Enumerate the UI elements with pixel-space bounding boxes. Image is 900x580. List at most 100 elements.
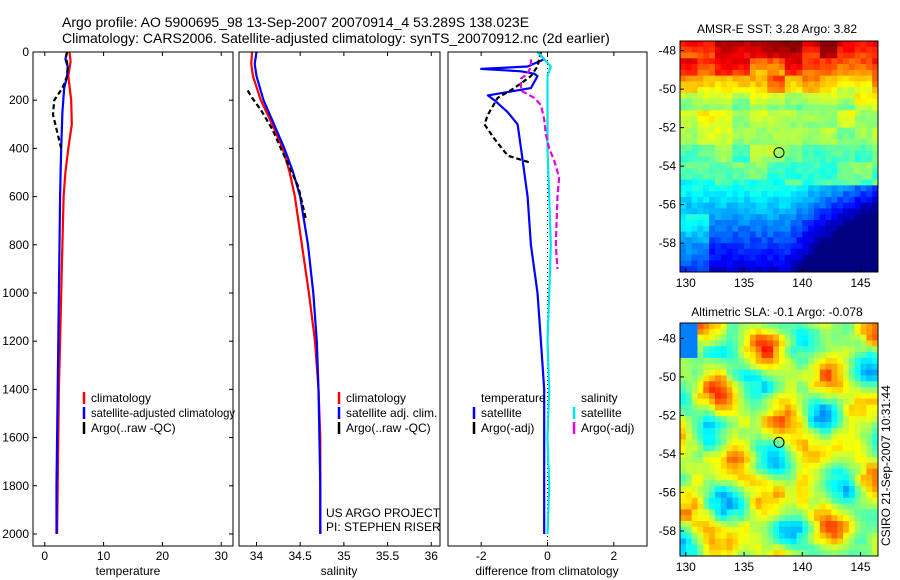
heatmap-cell (796, 550, 803, 556)
heatmap-cell (726, 422, 734, 429)
heatmap-cell (767, 150, 774, 158)
heatmap-cell (744, 462, 751, 470)
heatmap-cell (691, 381, 699, 388)
heatmap-cell (796, 462, 803, 470)
heatmap-cell (738, 328, 745, 336)
heatmap-cell (819, 110, 827, 117)
heatmap-cell (749, 196, 757, 204)
heatmap-cell (813, 121, 821, 129)
heatmap-cell (779, 116, 786, 123)
heatmap-cell (848, 81, 856, 88)
heatmap-cell (755, 486, 763, 493)
heatmap-cell (703, 445, 710, 452)
heatmap-cell (767, 243, 774, 250)
heatmap-cell (848, 52, 856, 59)
heatmap-cell (714, 179, 722, 186)
heatmap-cell (773, 127, 780, 135)
heatmap-cell (738, 162, 745, 169)
heatmap-cell (854, 254, 862, 262)
heatmap-cell (819, 144, 827, 152)
heatmap-cell (703, 248, 710, 256)
heatmap-cell (843, 41, 850, 48)
heatmap-cell (808, 266, 815, 272)
heatmap-cell (790, 69, 798, 77)
heatmap-cell (790, 503, 798, 510)
heatmap-cell (726, 357, 734, 365)
heatmap-cell (697, 515, 704, 522)
heatmap-cell (808, 133, 815, 140)
heatmap-cell (732, 156, 739, 163)
heatmap-cell (848, 433, 856, 441)
heatmap-cell (709, 387, 716, 394)
heatmap-cell (843, 92, 850, 100)
heatmap-cell (790, 87, 798, 94)
heatmap-cell (761, 410, 768, 417)
heatmap-cell (732, 398, 739, 406)
heatmap-cell (685, 363, 693, 371)
heatmap-cell (819, 439, 827, 446)
heatmap-cell (726, 231, 734, 238)
heatmap-cell (796, 433, 803, 441)
heatmap-cell (685, 231, 693, 238)
heatmap-cell (825, 237, 833, 244)
heatmap-cell (819, 445, 827, 452)
heatmap-cell (755, 243, 763, 250)
heatmap-cell (790, 173, 798, 181)
heatmap-cell (732, 185, 739, 192)
heatmap-cell (860, 133, 867, 140)
heatmap-cell (685, 497, 693, 505)
heatmap-cell (732, 87, 739, 94)
heatmap-cell (732, 133, 739, 140)
heatmap-cell (837, 422, 844, 429)
heatmap-cell (680, 208, 687, 215)
heatmap-cell (685, 550, 693, 556)
heatmap-cell (779, 346, 786, 353)
heatmap-cell (866, 404, 873, 411)
heatmap-cell (819, 381, 827, 388)
heatmap-cell (744, 173, 751, 181)
heatmap-cell (802, 208, 809, 215)
heatmap-cell (680, 387, 687, 394)
heatmap-cell (872, 46, 878, 54)
heatmap-cell (761, 58, 768, 65)
heatmap-cell (749, 515, 757, 522)
heatmap-cell (784, 162, 792, 169)
heatmap-cell (714, 139, 722, 146)
heatmap-cell (872, 375, 878, 382)
heatmap-cell (860, 231, 867, 238)
heatmap-cell (808, 254, 815, 262)
heatmap-cell (872, 427, 878, 435)
heatmap-cell (843, 503, 850, 510)
heatmap-cell (784, 127, 792, 135)
heatmap-cell (744, 202, 751, 210)
heatmap-cell (744, 521, 751, 528)
heatmap-cell (854, 334, 862, 342)
heatmap-cell (860, 121, 867, 129)
heatmap-cell (703, 237, 710, 244)
heatmap-cell (709, 433, 716, 441)
heatmap-cell (744, 509, 751, 516)
heatmap-cell (709, 87, 716, 94)
heatmap-cell (749, 404, 757, 411)
heatmap-cell (726, 81, 734, 88)
x-tick-label: 2 (610, 549, 617, 563)
heatmap-cell (854, 133, 862, 140)
heatmap-cell (767, 64, 774, 71)
heatmap-cell (732, 231, 739, 238)
heatmap-cell (813, 127, 821, 135)
heatmap-cell (819, 87, 827, 94)
heatmap-cell (802, 445, 809, 452)
heatmap-cell (779, 323, 786, 330)
heatmap-cell (714, 237, 722, 244)
heatmap-cell (837, 334, 844, 342)
y-tick-label: -54 (659, 447, 677, 461)
heatmap-cell (813, 433, 821, 441)
heatmap-cell (703, 254, 710, 262)
heatmap-cell (837, 497, 844, 505)
heatmap-cell (732, 220, 739, 227)
heatmap-cell (819, 526, 827, 534)
heatmap-cell (685, 538, 693, 545)
heatmap-cell (819, 538, 827, 545)
heatmap-cell (714, 116, 722, 123)
heatmap-cell (848, 185, 856, 192)
